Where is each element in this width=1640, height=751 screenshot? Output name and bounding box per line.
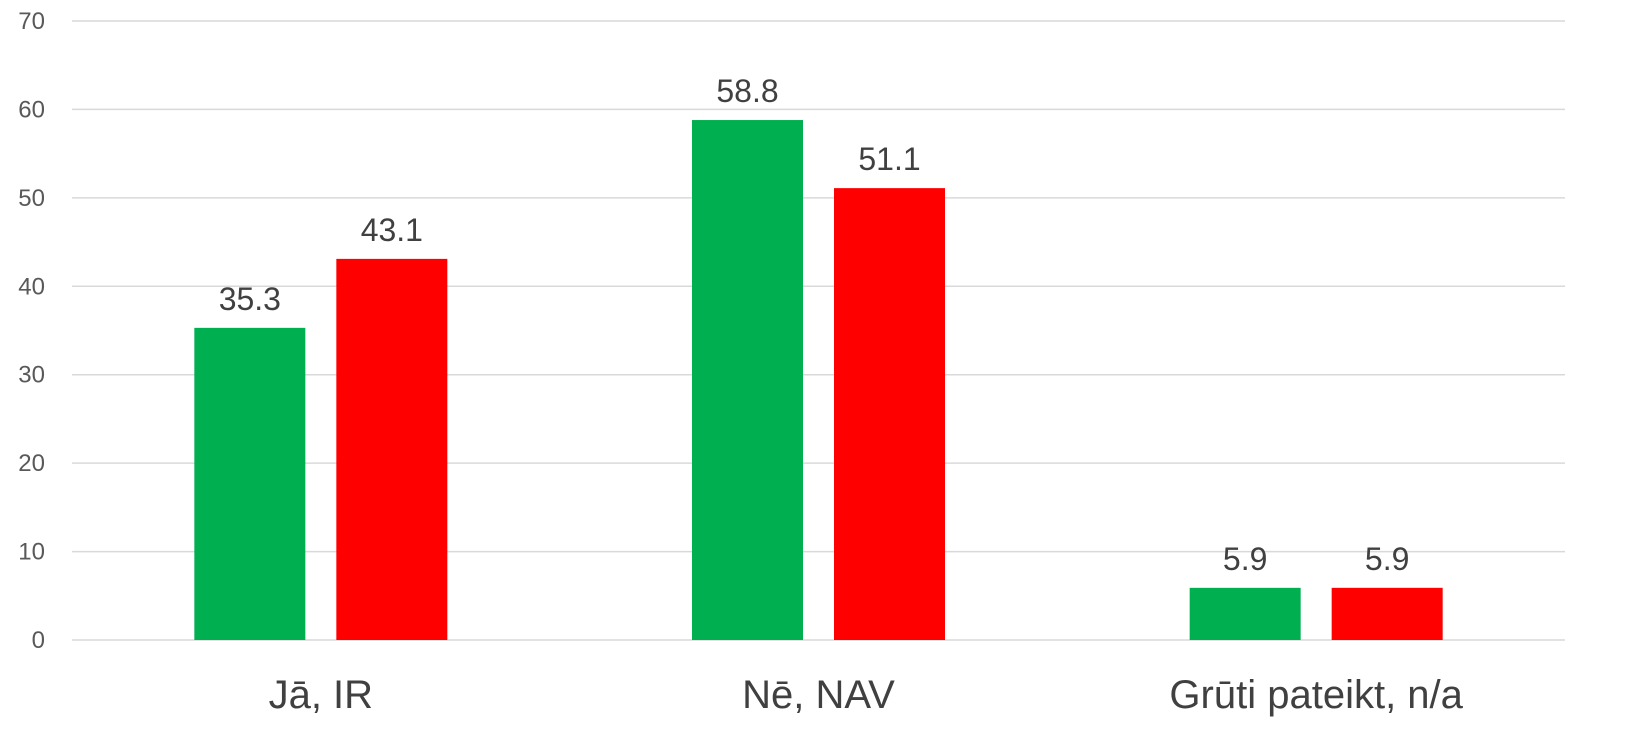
y-tick-label: 60 [18, 96, 45, 123]
y-tick-label: 20 [18, 450, 45, 477]
data-label: 35.3 [219, 281, 281, 317]
y-tick-label: 40 [18, 273, 45, 300]
gridlines [72, 20, 1565, 641]
data-label: 5.9 [1365, 541, 1409, 577]
data-label: 5.9 [1223, 541, 1267, 577]
data-labels: 35.3 43.1 58.8 51.1 5.9 5.9 [219, 73, 1410, 577]
category-label: Grūti pateikt, n/a [1169, 673, 1463, 717]
y-tick-label: 50 [18, 185, 45, 212]
y-tick-label: 0 [32, 627, 45, 654]
category-label: Jā, IR [269, 673, 373, 717]
bar [1331, 587, 1443, 640]
category-label: Nē, NAV [742, 673, 895, 717]
y-tick-label: 70 [18, 8, 45, 35]
data-label: 43.1 [361, 212, 423, 248]
bar [1189, 587, 1301, 640]
x-axis-categories: Jā, IR Nē, NAV Grūti pateikt, n/a [269, 673, 1464, 717]
bar [336, 258, 448, 640]
bars [194, 120, 1443, 641]
y-tick-label: 10 [18, 539, 45, 566]
data-label: 51.1 [858, 141, 920, 177]
data-label: 58.8 [716, 73, 778, 109]
bar [834, 188, 945, 640]
y-tick-label: 30 [18, 362, 45, 389]
y-axis-ticks: 0 10 20 30 40 50 60 70 [18, 8, 45, 654]
bar [692, 120, 803, 641]
bar [194, 327, 306, 640]
